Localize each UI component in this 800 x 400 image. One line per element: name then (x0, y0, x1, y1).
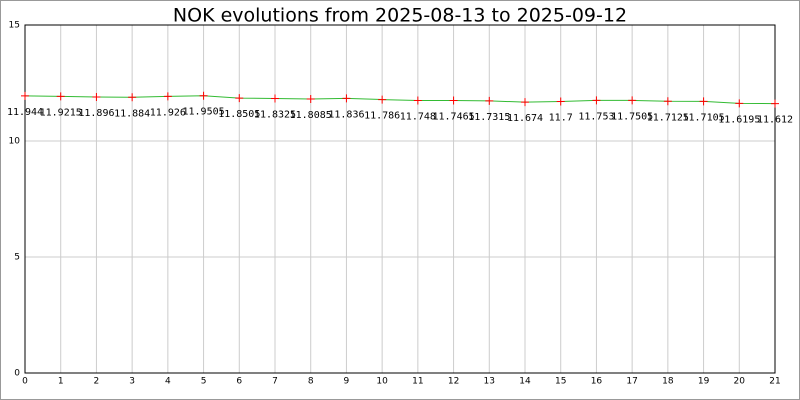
x-tick-label: 19 (698, 377, 710, 387)
x-tick-label: 17 (626, 377, 637, 387)
point-marker (342, 94, 351, 103)
value-label: 11.7315 (468, 112, 510, 123)
point-marker (413, 96, 422, 105)
x-tick-label: 6 (236, 377, 242, 387)
point-marker (163, 92, 172, 101)
point-marker (92, 93, 101, 102)
value-label: 11.7505 (611, 111, 653, 122)
value-label: 11.884 (114, 108, 150, 119)
point-marker (378, 95, 387, 104)
value-label: 11.9505 (182, 107, 224, 118)
point-marker (592, 96, 601, 105)
x-tick-label: 12 (448, 377, 459, 387)
value-label: 11.612 (757, 115, 793, 126)
x-tick-label: 4 (165, 377, 171, 387)
point-marker (771, 99, 779, 108)
point-marker (521, 98, 529, 107)
series-line (24, 95, 776, 105)
x-tick-label: 1 (58, 377, 64, 387)
value-label: 11.926 (150, 107, 186, 118)
value-label: 11.836 (328, 109, 364, 120)
plot-frame (24, 24, 776, 374)
value-label: 11.748 (400, 111, 436, 122)
x-tick-label: 7 (272, 377, 278, 387)
value-label: 11.753 (578, 111, 614, 122)
y-tick-label: 5 (14, 253, 20, 263)
value-label: 11.674 (507, 113, 543, 124)
point-marker (628, 96, 637, 105)
y-tick-label: 0 (14, 369, 20, 379)
value-label: 11.8085 (290, 110, 332, 121)
value-label: 11.8505 (218, 109, 260, 120)
x-tick-label: 18 (662, 377, 674, 387)
point-marker (449, 96, 458, 105)
x-tick-label: 9 (344, 377, 350, 387)
point-marker (56, 92, 65, 101)
value-label: 11.7465 (432, 111, 474, 122)
x-tick-label: 16 (591, 377, 603, 387)
x-tick-label: 20 (734, 377, 746, 387)
value-label: 11.944 (7, 107, 43, 118)
point-marker (699, 97, 708, 106)
point-marker (21, 91, 29, 100)
value-label: 11.786 (364, 111, 400, 122)
point-marker (306, 95, 315, 104)
x-tick-label: 14 (519, 377, 531, 387)
x-tick-label: 3 (129, 377, 135, 387)
point-marker (271, 94, 279, 103)
x-tick-label: 8 (308, 377, 314, 387)
x-tick-label: 21 (769, 377, 780, 387)
x-tick-label: 15 (555, 377, 566, 387)
y-tick-label: 15 (9, 21, 20, 31)
value-label: 11.8325 (254, 109, 296, 120)
point-marker (663, 97, 672, 106)
point-marker (735, 99, 744, 108)
x-tick-label: 5 (201, 377, 207, 387)
x-tick-label: 13 (484, 377, 495, 387)
point-marker (485, 96, 494, 105)
chart-title: NOK evolutions from 2025-08-13 to 2025-0… (173, 5, 627, 27)
point-marker (235, 94, 244, 103)
value-label: 11.7 (549, 113, 573, 124)
x-tick-label: 0 (22, 377, 28, 387)
value-label: 11.9215 (40, 107, 82, 118)
value-label: 11.7105 (682, 112, 724, 123)
x-tick-label: 2 (94, 377, 100, 387)
value-label: 11.6195 (718, 114, 760, 125)
point-marker (128, 93, 137, 102)
point-marker (199, 91, 208, 100)
value-label: 11.896 (78, 108, 114, 119)
point-marker (556, 97, 565, 106)
value-label: 11.7125 (647, 112, 689, 123)
x-tick-label: 11 (412, 377, 423, 387)
x-tick-label: 10 (376, 377, 388, 387)
y-tick-label: 10 (9, 137, 21, 147)
